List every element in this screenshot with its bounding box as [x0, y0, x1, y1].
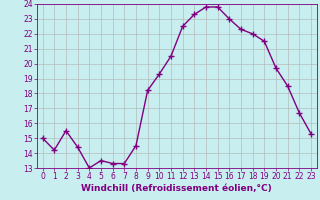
X-axis label: Windchill (Refroidissement éolien,°C): Windchill (Refroidissement éolien,°C) — [81, 184, 272, 193]
